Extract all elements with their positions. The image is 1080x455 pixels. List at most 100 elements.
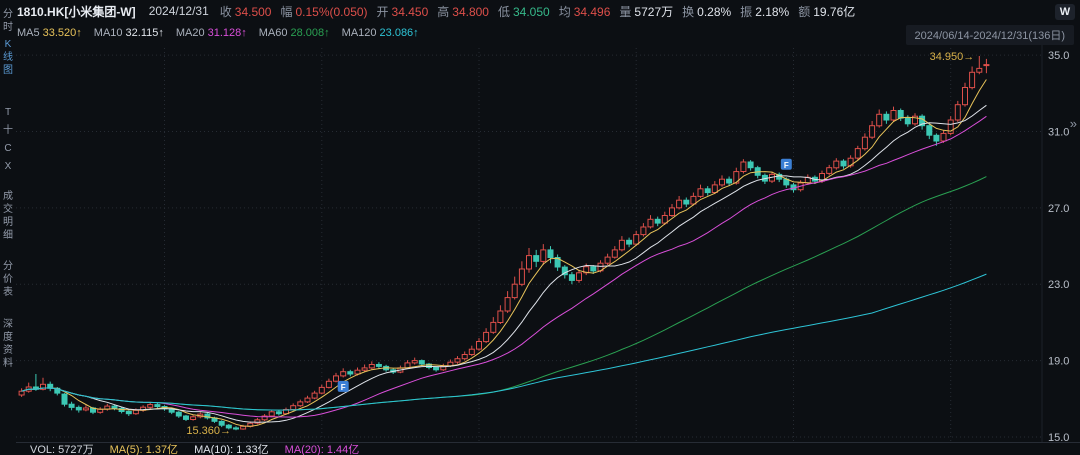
candle-body xyxy=(711,184,718,193)
candle-body xyxy=(333,375,339,382)
tool-crosshair-icon[interactable]: 十 xyxy=(3,125,13,136)
candle-body xyxy=(669,207,675,216)
candle-body xyxy=(719,178,725,186)
candle-body xyxy=(347,371,354,375)
vol-ma5-indicator[interactable]: MA(5): 1.37亿 xyxy=(109,444,179,455)
candle-body xyxy=(740,161,747,172)
candle-body xyxy=(290,405,297,411)
candle-body xyxy=(526,255,532,270)
tool-text-icon[interactable]: T xyxy=(4,107,12,118)
candle-body xyxy=(826,167,833,174)
ma-value: 33.520↑ xyxy=(42,27,82,39)
candle-body xyxy=(325,380,332,388)
field-value: 5727万 xyxy=(634,4,674,19)
quote-field-low: 低 34.050 xyxy=(498,3,550,20)
ma5-indicator[interactable]: MA5 33.520↑ xyxy=(17,27,82,39)
quote-field-avg: 均 34.496 xyxy=(559,3,611,20)
event-flag xyxy=(780,158,792,170)
candle-body xyxy=(840,160,847,167)
ma-value: 28.008↑ xyxy=(290,27,330,39)
candle-body xyxy=(483,331,490,343)
tool-close-icon[interactable]: X xyxy=(4,161,12,172)
sidebar-item-minute-chart[interactable]: 分时 xyxy=(3,9,13,33)
ma-line-MA5 xyxy=(21,79,987,427)
candle-body xyxy=(869,125,876,138)
ma120-indicator[interactable]: MA120 23.086↑ xyxy=(342,27,419,39)
y-axis-label: 31.0 xyxy=(1048,127,1069,139)
field-label: 量 xyxy=(619,4,632,19)
window-app-badge[interactable]: W xyxy=(1055,4,1075,20)
candle-body xyxy=(697,188,704,197)
quote-field-close: 收 34.500 xyxy=(220,3,272,20)
y-axis-label: 23.0 xyxy=(1048,279,1069,291)
vol-ma10-indicator[interactable]: MA(10): 1.33亿 xyxy=(194,444,269,455)
ma20-indicator[interactable]: MA20 31.128↑ xyxy=(176,27,247,39)
quote-field-amplitude: 振 2.18% xyxy=(740,3,789,20)
candle-body xyxy=(190,416,197,420)
candle-body xyxy=(604,256,611,264)
ma-indicator-bar: MA5 33.520↑ MA10 32.115↑ MA20 31.128↑ MA60 2… xyxy=(17,22,880,44)
candle-body xyxy=(68,403,75,408)
sidebar-item-depth-data[interactable]: 深度资料 xyxy=(3,319,13,369)
candle-body xyxy=(661,215,668,224)
candle-body xyxy=(676,199,683,209)
quote-field-turnover: 换 0.28% xyxy=(682,3,731,20)
ma-label: MA60 xyxy=(258,27,288,39)
candle-body xyxy=(633,234,640,245)
y-axis-label: 27.0 xyxy=(1048,203,1069,215)
ma-value: 31.128↑ xyxy=(207,27,247,39)
stock-symbol[interactable]: 1810.HK[小米集团-W] xyxy=(17,4,136,19)
y-axis-label: 15.0 xyxy=(1048,432,1069,444)
ma-value: 32.115↑ xyxy=(125,27,164,39)
candle-body xyxy=(468,348,475,356)
candle-body xyxy=(175,411,182,417)
candle-body xyxy=(576,272,582,281)
candle-body xyxy=(704,188,711,194)
field-value: 0.15%(0.050) xyxy=(295,4,368,19)
candle-body xyxy=(82,407,89,411)
candle-body xyxy=(561,266,568,276)
candle-body xyxy=(640,226,647,236)
candle-body xyxy=(490,321,497,333)
candle-body xyxy=(354,369,361,375)
candle-body xyxy=(311,392,318,399)
field-label: 高 xyxy=(437,4,450,19)
ma-label: MA20 xyxy=(175,27,205,39)
quote-field-change: 幅 0.15%(0.050) xyxy=(280,3,367,20)
candle-body xyxy=(890,110,897,121)
price-annotations: 34.950→ 15.360→ xyxy=(186,51,974,437)
field-value: 34.496 xyxy=(573,4,611,19)
candle-body xyxy=(654,218,661,224)
tool-circle-icon[interactable]: C xyxy=(4,143,12,154)
candle-body xyxy=(883,113,890,121)
candle-body xyxy=(947,119,954,134)
sidebar-item-trade-detail[interactable]: 成交明细 xyxy=(3,191,13,241)
candle-body xyxy=(111,405,118,409)
event-flag xyxy=(337,380,349,392)
ma-line-MA60 xyxy=(21,176,987,411)
candle-body xyxy=(861,136,868,150)
field-label: 均 xyxy=(558,4,571,19)
field-label: 幅 xyxy=(280,4,293,19)
field-label: 换 xyxy=(682,4,695,19)
vol-ma20-indicator[interactable]: MA(20): 1.44亿 xyxy=(284,444,360,455)
ma10-indicator[interactable]: MA10 32.115↑ xyxy=(94,27,164,39)
candle-body xyxy=(297,401,304,407)
candle-body xyxy=(433,367,440,371)
candle-body xyxy=(540,249,547,262)
vol-indicator[interactable]: VOL: 5727万 xyxy=(30,444,94,455)
candle-body xyxy=(926,125,933,136)
sidebar-item-price-table[interactable]: 分价表 xyxy=(3,261,13,298)
price-annotation: 34.950→ xyxy=(930,51,975,63)
ma60-indicator[interactable]: MA60 28.008↑ xyxy=(259,27,330,39)
field-label: 低 xyxy=(497,4,510,19)
candle-body xyxy=(261,415,268,421)
field-value: 2.18% xyxy=(755,4,790,19)
ma-label: MA10 xyxy=(93,27,123,39)
expand-panel-arrow-icon[interactable]: » xyxy=(1069,116,1077,131)
sidebar-item-kline-chart[interactable]: K线图 xyxy=(3,39,13,76)
event-flags[interactable]: FF xyxy=(337,158,792,392)
candle-body xyxy=(976,67,983,73)
